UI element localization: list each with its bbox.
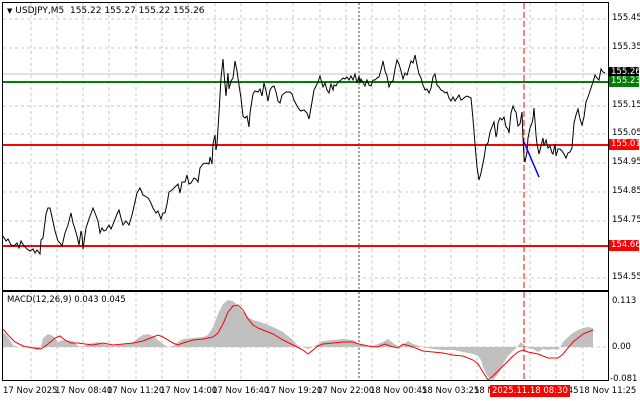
time-label: 18 Nov 11:25 bbox=[579, 386, 637, 396]
time-label: 17 Nov 14:00 bbox=[160, 386, 218, 396]
collapse-triangle-icon[interactable]: ▼ bbox=[7, 7, 13, 15]
time-label: 17 Nov 16:40 bbox=[212, 386, 270, 396]
time-label: 17 Nov 22:00 bbox=[317, 386, 375, 396]
time-label: 18 Nov 00:45 bbox=[370, 386, 428, 396]
macd-pane[interactable]: MACD(12,26,9) 0.043 0.045 bbox=[2, 291, 609, 381]
price-chart-pane[interactable]: ▼ USDJPY,M5 155.22 155.27 155.22 155.26 bbox=[2, 2, 609, 291]
macd-signal-line bbox=[3, 304, 594, 380]
price-chart-svg bbox=[3, 3, 608, 290]
price-tick: 154.85 bbox=[612, 186, 640, 196]
red-lower-level-tag: 154.66 bbox=[609, 240, 640, 251]
green-level-tag: 155.23 bbox=[609, 76, 640, 87]
price-tick: 154.55 bbox=[612, 272, 640, 282]
time-marker-tag: 2025.11.18 08:30 bbox=[490, 385, 570, 397]
macd-label: MACD(12,26,9) 0.043 0.045 bbox=[7, 295, 126, 305]
price-tick: 155.35 bbox=[612, 42, 640, 52]
current-price-tag: 155.26 bbox=[609, 67, 640, 78]
price-tick: 155.45 bbox=[612, 13, 640, 23]
ohlc-values: 155.22 155.27 155.22 155.26 bbox=[69, 6, 205, 16]
time-label: 18 N bbox=[474, 386, 494, 396]
macd-tick: -0.081 bbox=[610, 374, 638, 384]
time-label: 17 Nov 11:20 bbox=[107, 386, 165, 396]
price-tick: 155.05 bbox=[612, 128, 640, 138]
chart-title: ▼ USDJPY,M5 155.22 155.27 155.22 155.26 bbox=[7, 6, 205, 16]
time-label: 18 Nov 03:25 bbox=[422, 386, 480, 396]
symbol-timeframe: USDJPY,M5 bbox=[15, 6, 65, 16]
time-label: 17 Nov 08:40 bbox=[55, 386, 113, 396]
macd-tick: 0.113 bbox=[612, 296, 637, 306]
time-label: 17 Nov 19:20 bbox=[265, 386, 323, 396]
macd-svg bbox=[3, 292, 608, 380]
price-line bbox=[3, 54, 606, 256]
macd-tick: 0.00 bbox=[612, 342, 631, 352]
red-upper-level-tag: 155.01 bbox=[609, 139, 640, 150]
price-tick: 154.95 bbox=[612, 157, 640, 167]
price-tick: 155.15 bbox=[612, 100, 640, 110]
time-label: 17 Nov 2025 bbox=[3, 386, 58, 396]
price-tick: 154.75 bbox=[612, 215, 640, 225]
blue-trend-line bbox=[523, 141, 540, 178]
